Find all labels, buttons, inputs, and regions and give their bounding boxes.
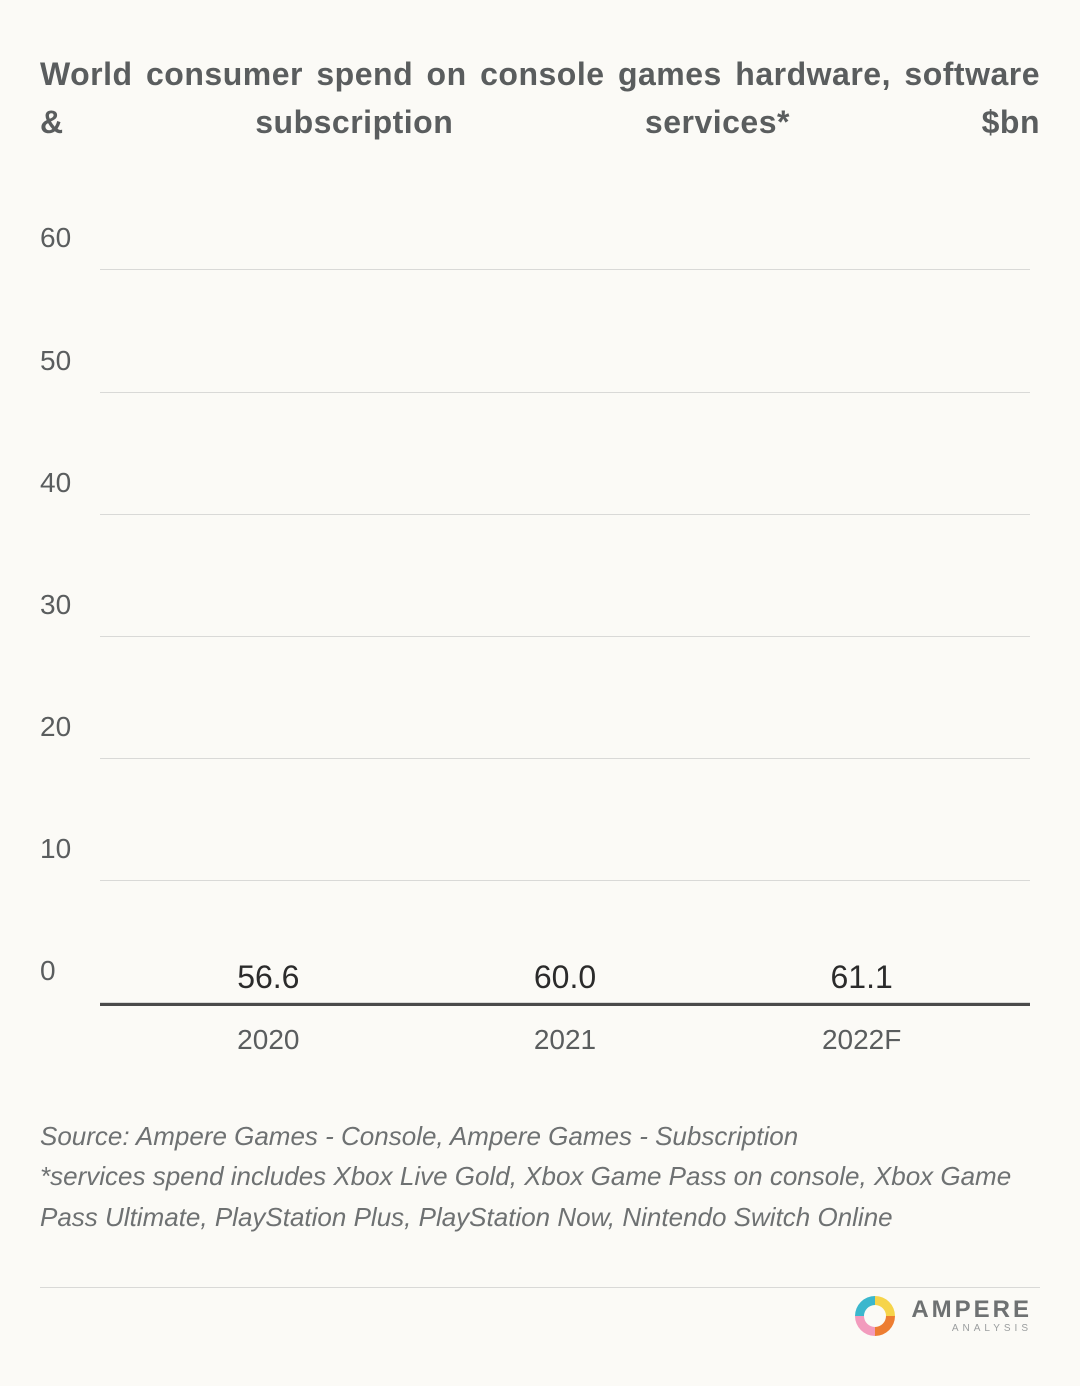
bar-value-label: 60.0 xyxy=(534,959,596,996)
y-tick-label: 20 xyxy=(40,711,90,743)
bar-value-label: 61.1 xyxy=(831,959,893,996)
chart-title: World consumer spend on console games ha… xyxy=(40,50,1040,146)
bar-value-label: 56.6 xyxy=(237,959,299,996)
logo-subtitle: ANALYSIS xyxy=(911,1324,1032,1334)
bar-chart: 0102030405060 56.6202060.0202161.12022F xyxy=(100,246,1030,1006)
logo-name: AMPERE xyxy=(911,1298,1032,1322)
y-tick-label: 10 xyxy=(40,833,90,865)
x-tick-label: 2021 xyxy=(534,1024,596,1056)
y-tick-label: 30 xyxy=(40,589,90,621)
x-tick-label: 2020 xyxy=(237,1024,299,1056)
brand-logo: AMPERE ANALYSIS xyxy=(849,1290,1032,1342)
y-tick-label: 40 xyxy=(40,467,90,499)
x-tick-label: 2022F xyxy=(822,1024,901,1056)
divider xyxy=(40,1287,1040,1288)
footnote-services: *services spend includes Xbox Live Gold,… xyxy=(40,1156,1040,1237)
bars-container: 56.6202060.0202161.12022F xyxy=(100,246,1030,1006)
y-tick-label: 60 xyxy=(40,222,90,254)
logo-ring-icon xyxy=(849,1290,901,1342)
footnote-source: Source: Ampere Games - Console, Ampere G… xyxy=(40,1116,1040,1156)
y-tick-label: 0 xyxy=(40,955,90,987)
y-tick-label: 50 xyxy=(40,345,90,377)
footnotes: Source: Ampere Games - Console, Ampere G… xyxy=(40,1116,1040,1237)
